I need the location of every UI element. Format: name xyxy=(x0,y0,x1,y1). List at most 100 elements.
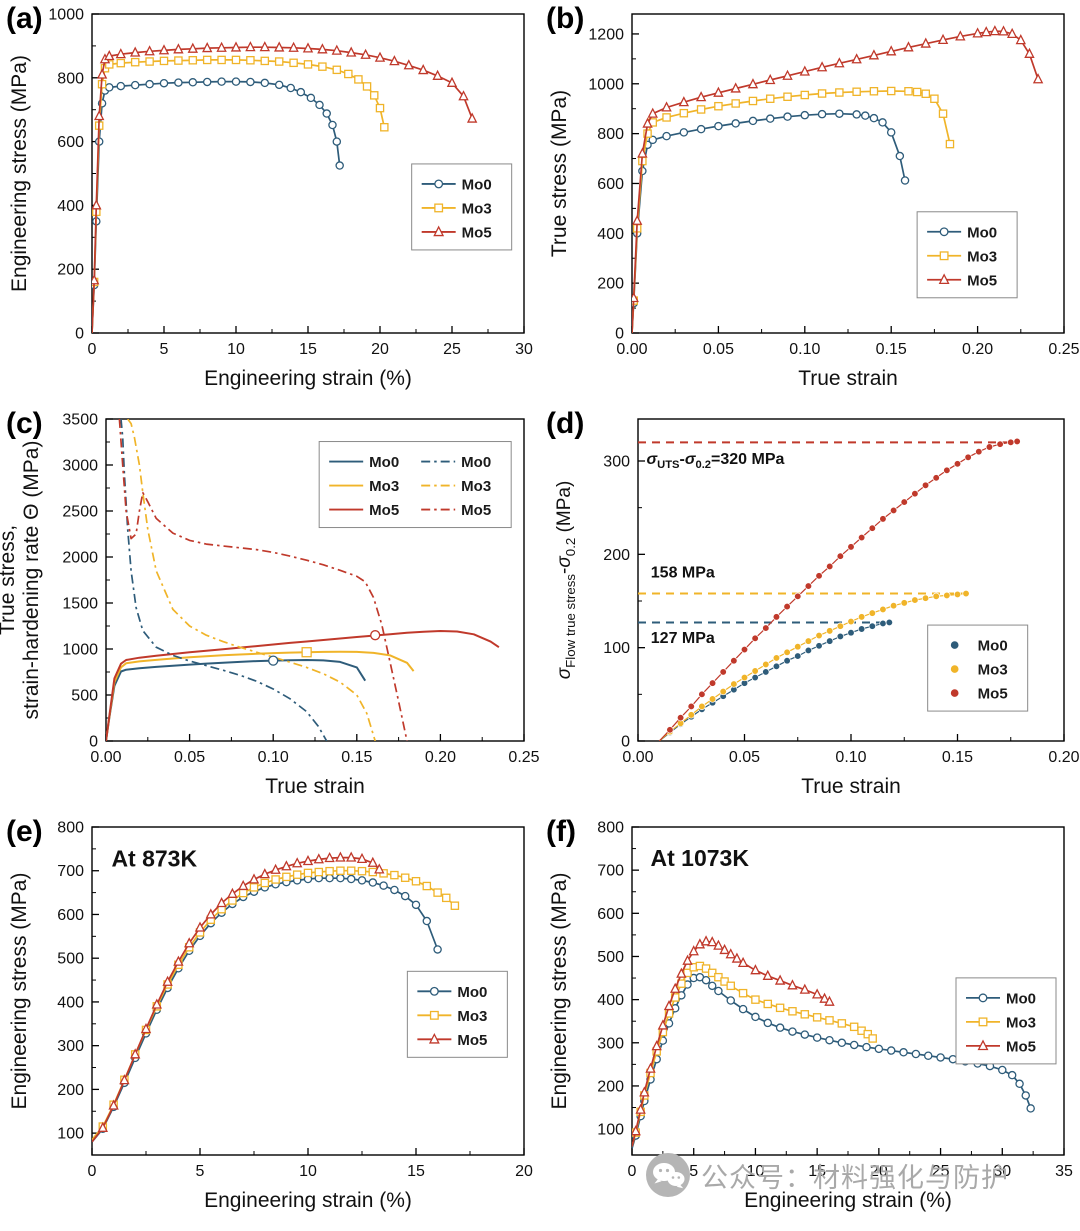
circle-marker xyxy=(246,77,255,87)
triangle-marker xyxy=(989,25,1001,36)
circle-marker xyxy=(751,634,759,642)
series-Mo5-stress-line xyxy=(106,630,500,741)
circle-marker xyxy=(772,654,781,662)
triangle-marker xyxy=(162,975,173,986)
y-tick-label: 800 xyxy=(597,126,624,143)
square-marker xyxy=(400,873,410,882)
x-axis-label: Engineering strain (%) xyxy=(744,1189,952,1212)
circle-marker xyxy=(794,652,802,660)
square-marker xyxy=(332,65,342,75)
x-tick-label: 20 xyxy=(870,1163,888,1180)
y-tick-label: 800 xyxy=(597,820,624,837)
axis-ticks: 0 5 10 15 20 100 200 300 400 500 600 700 800 xyxy=(57,820,533,1181)
triangle-marker xyxy=(981,26,992,37)
panel-e: (e) 0 5 10 15 20 100 200 300 400 500 600 700 800 Engi… xyxy=(0,813,540,1231)
circle-marker xyxy=(889,602,898,610)
square-marker xyxy=(441,893,451,903)
annotation: 158 MPa xyxy=(651,565,715,582)
circle-marker xyxy=(826,637,834,645)
triangle-marker xyxy=(824,995,835,1006)
circle-marker xyxy=(772,613,781,621)
legend: Mo0 Mo3 Mo5 xyxy=(411,163,513,251)
y-tick-label: 200 xyxy=(603,547,630,564)
circle-marker xyxy=(390,885,399,895)
circle-marker xyxy=(889,506,898,515)
circle-marker xyxy=(783,112,792,121)
legend-label: Mo0 xyxy=(369,454,399,471)
circle-marker xyxy=(379,881,388,890)
circle-marker xyxy=(869,113,879,123)
x-tick-label: 15 xyxy=(407,1163,425,1180)
circle-marker xyxy=(815,631,823,640)
triangle-marker xyxy=(937,33,949,44)
legend-label: Mo3 xyxy=(461,478,491,495)
triangle-marker xyxy=(216,896,227,908)
circle-marker xyxy=(751,673,759,682)
x-axis-label: True strain xyxy=(798,367,898,390)
circle-marker xyxy=(804,637,813,645)
circle-marker xyxy=(836,552,845,560)
y-tick-label: 400 xyxy=(597,992,624,1009)
axis-ticks: 0.00 0.05 0.10 0.15 0.20 0.25 0 200 400 600 800 100… xyxy=(588,26,1079,358)
triangle-marker xyxy=(302,42,314,53)
triangle-marker xyxy=(645,1062,656,1073)
square-marker xyxy=(938,109,948,118)
square-marker xyxy=(260,56,270,66)
triangle-marker xyxy=(920,37,931,48)
series-Mo0-uts-point-markers xyxy=(268,655,279,666)
circle-marker xyxy=(368,878,378,887)
x-tick-label: 5 xyxy=(160,341,169,358)
square-marker xyxy=(174,56,183,65)
circle-marker xyxy=(923,1051,933,1060)
annotation: At 873K xyxy=(111,845,197,871)
triangle-marker xyxy=(1032,73,1044,84)
square-marker xyxy=(249,883,259,892)
legend-label: Mo5 xyxy=(369,502,399,519)
panel-label-e: (e) xyxy=(6,815,43,848)
series-Mo0-markers xyxy=(98,873,442,1134)
x-tick-label: 0.25 xyxy=(1048,341,1079,358)
y-tick-label: 600 xyxy=(597,176,624,193)
square-marker xyxy=(731,99,740,108)
series-Mo3-line xyxy=(658,592,967,741)
y-tick-label: 100 xyxy=(57,1126,84,1143)
chart-b-canvas: 0.00 0.05 0.10 0.15 0.20 0.25 0 200 400 600 800 100… xyxy=(548,13,1080,390)
svg-text:σFlow true stress-σ0.2 (MPa): σFlow true stress-σ0.2 (MPa) xyxy=(554,481,578,680)
panel-a: (a) 0 5 10 15 20 25 30 0 200 400 600 800 1000 Enginee… xyxy=(0,0,540,405)
triangle-marker xyxy=(92,199,102,210)
circle-marker xyxy=(783,648,791,656)
x-tick-label: 30 xyxy=(515,341,533,358)
triangle-marker xyxy=(977,1039,989,1051)
x-tick-label: 10 xyxy=(747,1163,765,1180)
triangle-marker xyxy=(389,55,400,66)
triangle-marker xyxy=(173,955,184,966)
circle-marker xyxy=(825,1035,834,1045)
circle-marker xyxy=(145,79,154,89)
circle-marker xyxy=(812,1033,822,1042)
series-Mo0-markers xyxy=(92,77,344,290)
x-tick-label: 0.15 xyxy=(942,749,973,766)
circle-marker xyxy=(429,986,439,996)
series-Mo0-line xyxy=(92,877,439,1143)
square-marker xyxy=(380,122,389,132)
circle-marker xyxy=(296,87,306,97)
series-Mo5-line xyxy=(92,856,380,1143)
square-marker xyxy=(921,89,931,99)
triangle-marker xyxy=(173,43,184,54)
triangle-marker xyxy=(281,860,292,871)
triangle-marker xyxy=(458,90,469,101)
x-tick-label: 35 xyxy=(1055,1163,1073,1180)
triangle-marker xyxy=(632,292,639,303)
triangle-marker xyxy=(707,936,718,947)
y-tick-label: 500 xyxy=(71,688,98,705)
circle-marker xyxy=(274,80,284,90)
circle-marker xyxy=(826,627,834,635)
y-axis-label: Engineering stress (MPa) xyxy=(8,873,31,1110)
circle-marker xyxy=(794,643,802,651)
series-Mo3-line xyxy=(632,90,951,333)
y-axis-label: True stress (MPa) xyxy=(548,90,571,257)
square-marker xyxy=(434,203,444,213)
circle-marker xyxy=(698,702,706,711)
circle-marker xyxy=(900,498,908,506)
triangle-marker xyxy=(187,42,199,53)
